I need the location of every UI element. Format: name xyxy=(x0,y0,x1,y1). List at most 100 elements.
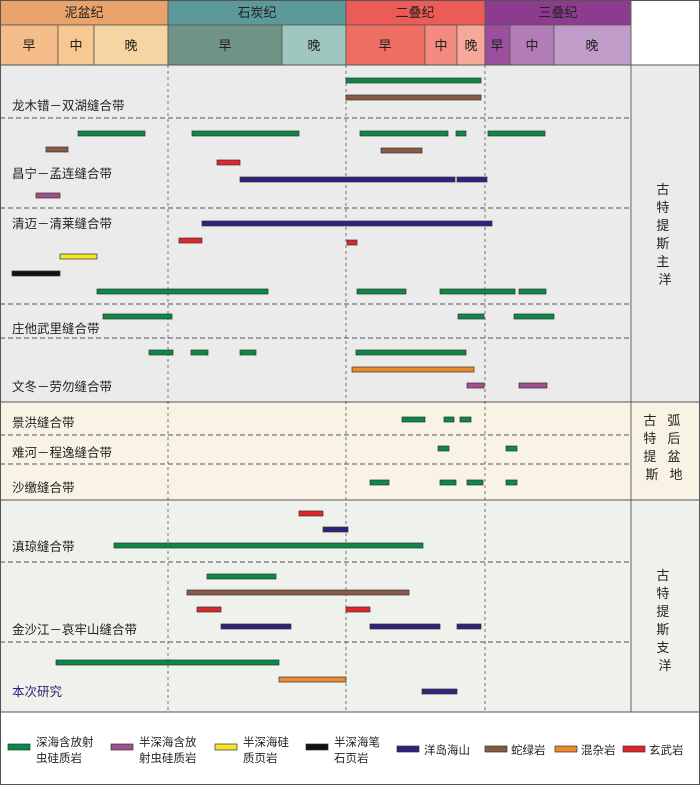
header-epoch-c-late xyxy=(281,24,347,66)
legend-label-melange: 混杂岩 xyxy=(581,743,616,757)
label-char: 特 xyxy=(643,432,656,447)
time-header: 泥盆纪 石炭纪 二叠纪 三叠纪 早 中 晚 早 晚 早 中 晚 早 中 晚 xyxy=(0,0,632,66)
header-epoch-p-early xyxy=(345,24,426,66)
label-char: 古 xyxy=(656,183,669,198)
legend-label-line: 半深海硅 xyxy=(243,735,289,749)
range-bar-deep-sea-chert xyxy=(518,288,547,295)
epoch-label-p-early: 早 xyxy=(378,39,391,54)
range-bar-deep-sea-chert xyxy=(113,542,424,549)
legend-swatch-semi-deep-chert xyxy=(110,743,134,751)
label-char: 主 xyxy=(656,255,669,270)
range-bar-siliceous-shale xyxy=(59,253,98,260)
label-char: 洋 xyxy=(658,273,671,288)
section-label-back-arc-2: 弧 后 盆 地 xyxy=(667,414,684,483)
range-bar-melange xyxy=(278,676,347,683)
belt-label-chiangmai: 清迈－清莱缝合带 xyxy=(12,216,112,231)
range-bar-deep-sea-chert xyxy=(148,349,174,356)
header-epoch-c-early xyxy=(167,24,283,66)
legend-swatch-siliceous-shale xyxy=(214,743,238,751)
legend-label-semi-deep-chert: 半深海含放 射虫硅质岩 xyxy=(139,735,200,765)
range-bar-deep-sea-chert xyxy=(359,130,449,137)
range-bar-deep-sea-chert xyxy=(369,479,390,486)
section-separators xyxy=(0,64,700,713)
range-bar-ophiolite xyxy=(345,94,482,101)
epoch-label-p-middle: 中 xyxy=(434,39,447,54)
range-bar-basalt xyxy=(178,237,203,244)
range-bar-deep-sea-chert xyxy=(439,288,516,295)
range-bar-semi-deep-chert xyxy=(466,382,485,389)
range-bar-deep-sea-chert xyxy=(55,659,280,666)
label-char: 特 xyxy=(656,201,669,216)
label-char: 提 xyxy=(656,218,669,234)
epoch-label-d-middle: 中 xyxy=(69,39,82,54)
legend-label-ophiolite: 蛇绿岩 xyxy=(511,743,546,757)
range-bar-seamount xyxy=(456,176,488,183)
belt-label-bentong: 文冬－劳勿缝合带 xyxy=(12,379,112,394)
belt-label-dianqiong: 滇琼缝合带 xyxy=(12,539,75,554)
section-label-main-ocean: 古 特 提 斯 主 洋 xyxy=(656,183,673,288)
belt-separators xyxy=(0,117,631,643)
belt-label-chanthaburi: 庄他武里缝合带 xyxy=(12,321,100,336)
belt-label-nan: 难河－程逸缝合带 xyxy=(12,445,112,460)
range-bar-deep-sea-chert xyxy=(77,130,146,137)
legend-label-line: 质页岩 xyxy=(243,751,278,765)
range-bar-deep-sea-chert xyxy=(439,479,457,486)
legend-swatch-basalt xyxy=(622,745,646,753)
header-period-permian xyxy=(345,0,486,26)
legend-label-graptolite-shale: 半深海笔 石页岩 xyxy=(334,735,384,765)
range-bar-deep-sea-chert xyxy=(466,479,484,486)
range-bar-deep-sea-chert xyxy=(401,416,426,423)
range-bar-deep-sea-chert xyxy=(505,445,518,452)
belt-label-changning: 昌宁－孟连缝合带 xyxy=(12,166,112,181)
range-bar-deep-sea-chert xyxy=(345,77,482,84)
label-char: 支 xyxy=(656,641,669,656)
legend-swatch-seamount xyxy=(396,745,420,753)
label-char: 特 xyxy=(656,587,669,602)
epoch-label-t-middle: 中 xyxy=(525,39,538,54)
period-label-carboniferous: 石炭纪 xyxy=(237,6,276,21)
epoch-label-d-late: 晚 xyxy=(124,39,137,54)
range-bar-seamount xyxy=(201,220,493,227)
epoch-label-c-early: 早 xyxy=(218,39,231,54)
legend-label-deep-sea-chert: 深海含放射 虫硅质岩 xyxy=(36,735,97,765)
range-bar-deep-sea-chert xyxy=(355,349,467,356)
belt-label-sakaeo: 沙缴缝合带 xyxy=(12,480,75,495)
section-bg-main-ocean xyxy=(0,65,700,402)
epoch-label-t-early: 早 xyxy=(490,39,503,54)
range-bar-deep-sea-chert xyxy=(102,313,173,320)
label-char: 后 xyxy=(667,432,680,447)
legend-label-line: 半深海含放 xyxy=(139,735,197,749)
period-label-devonian: 泥盆纪 xyxy=(64,6,103,21)
range-bar-melange xyxy=(351,366,475,373)
label-char: 盆 xyxy=(667,450,680,465)
section-bg-branch-ocean xyxy=(0,500,700,712)
belt-label-longmuco: 龙木错－双湖缝合带 xyxy=(12,98,125,113)
range-bar-semi-deep-chert xyxy=(518,382,548,389)
range-bar-basalt xyxy=(196,606,222,613)
range-bar-seamount xyxy=(421,688,458,695)
legend-label-line: 半深海笔 xyxy=(334,735,380,749)
range-bar-deep-sea-chert xyxy=(191,130,300,137)
range-bar-seamount xyxy=(456,623,482,630)
range-bar-deep-sea-chert xyxy=(487,130,546,137)
range-bar-ophiolite xyxy=(380,147,423,154)
epoch-label-p-late: 晚 xyxy=(464,39,477,54)
label-char: 地 xyxy=(669,468,682,483)
label-char: 斯 xyxy=(656,237,669,252)
label-char: 古 xyxy=(656,569,669,584)
range-bar-seamount xyxy=(369,623,441,630)
label-char: 洋 xyxy=(658,659,671,674)
header-epoch-d-middle xyxy=(57,24,95,66)
header-epoch-t-late xyxy=(553,24,632,66)
section-labels: 古 特 提 斯 主 洋 古 特 提 斯 弧 后 盆 地 古 特 提 斯 支 洋 xyxy=(643,183,684,674)
range-bar-deep-sea-chert xyxy=(455,130,467,137)
label-char: 古 xyxy=(643,414,656,429)
period-label-triassic: 三叠纪 xyxy=(538,6,577,21)
section-label-back-arc-1: 古 特 提 斯 xyxy=(643,414,660,483)
legend-swatch-ophiolite xyxy=(484,745,508,753)
belt-labels: 龙木错－双湖缝合带 昌宁－孟连缝合带 清迈－清莱缝合带 庄他武里缝合带 文冬－劳… xyxy=(12,98,137,699)
legend: 深海含放射 虫硅质岩 半深海含放 射虫硅质岩 半深海硅 质页岩 半深海笔 石页岩… xyxy=(7,735,684,765)
label-char: 斯 xyxy=(656,623,669,638)
label-char: 弧 xyxy=(667,414,680,429)
legend-label-siliceous-shale: 半深海硅 质页岩 xyxy=(243,735,293,765)
